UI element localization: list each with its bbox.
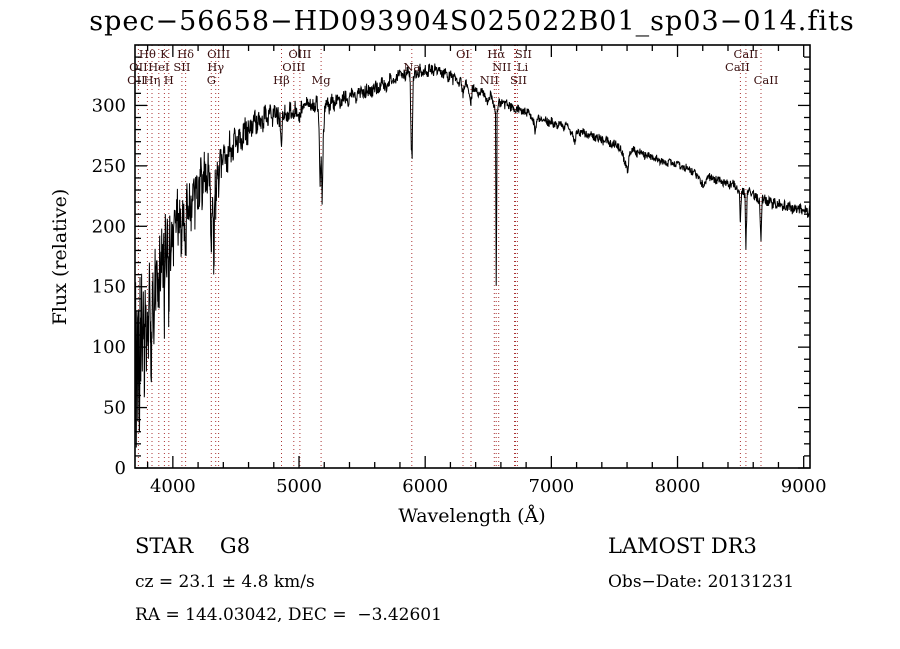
y-tick-label: 50 <box>103 398 126 419</box>
spectral-line-label: OII <box>129 60 148 74</box>
spectral-line-label: Hη <box>144 73 161 87</box>
y-tick-label: 250 <box>92 156 126 177</box>
x-tick-label: 8000 <box>655 476 701 497</box>
spectral-line-label: HeI <box>148 60 169 74</box>
spectral-line-label: Mg <box>312 73 332 87</box>
y-tick-label: 0 <box>115 458 126 479</box>
ra-dec-label: RA = 144.03042, DEC = −3.42601 <box>135 605 442 625</box>
spectral-line-label: CaII <box>754 73 779 87</box>
spectral-line-label: OII <box>127 73 146 87</box>
spectrum-trace <box>135 63 810 448</box>
spectral-line-label: K <box>160 47 169 61</box>
spectral-line-label: NII <box>480 73 499 87</box>
y-axis-label: Flux (relative) <box>49 189 71 326</box>
plot-frame <box>134 44 811 469</box>
spectral-line-label: Na <box>403 60 420 74</box>
x-tick-label: 5000 <box>276 476 322 497</box>
spectral-line-label: SII <box>515 47 532 61</box>
spectral-line-label: CaII <box>734 47 759 61</box>
x-tick-label: 6000 <box>402 476 448 497</box>
spectral-line-label: CaII <box>725 60 750 74</box>
spectral-line-label: G <box>207 73 216 87</box>
obs-date-label: Obs−Date: 20131231 <box>608 572 794 592</box>
axes-layer: 4000 5000 6000 7000 8000 9000 0 50 100 150 200 250 3… <box>92 44 827 497</box>
spectral-line-label: NII <box>492 60 511 74</box>
x-tick-label: 7000 <box>528 476 574 497</box>
spectral-line-label: OI <box>456 47 470 61</box>
spectral-line-label: SII <box>173 60 190 74</box>
spectral-line-label: Hγ <box>207 60 224 74</box>
spectral-line-label: H <box>164 73 174 87</box>
spectral-line-label: Li <box>517 60 529 74</box>
y-tick-label: 200 <box>92 216 126 237</box>
spectral-line-label: OIII <box>207 47 230 61</box>
y-tick-label: 150 <box>92 277 126 298</box>
spectral-line-label: SII <box>510 73 527 87</box>
object-class-label: STAR G8 <box>135 534 250 558</box>
spectral-line-label: OIII <box>288 47 311 61</box>
survey-label: LAMOST DR3 <box>608 534 757 558</box>
spectrum-trace-layer <box>135 63 810 448</box>
spectral-line-label: Hδ <box>177 47 194 61</box>
spectral-line-layer <box>137 45 762 468</box>
y-tick-label: 300 <box>92 95 126 116</box>
spectral-line-label: Hα <box>487 47 505 61</box>
figure-title: spec−56658−HD093904S025022B01_sp03−014.f… <box>89 6 854 37</box>
spectral-line-label: Hβ <box>273 73 290 87</box>
x-tick-label: 9000 <box>781 476 827 497</box>
y-tick-label: 100 <box>92 337 126 358</box>
x-tick-label: 4000 <box>150 476 196 497</box>
x-axis-label: Wavelength (Å) <box>398 505 545 527</box>
cz-label: cz = 23.1 ± 4.8 km/s <box>135 572 315 592</box>
spectral-line-label: OIII <box>282 60 305 74</box>
spectral-line-label: Hθ <box>139 47 156 61</box>
